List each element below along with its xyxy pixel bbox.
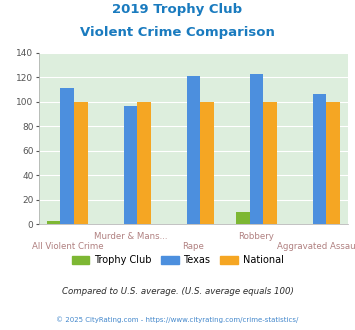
Bar xyxy=(263,102,277,224)
Bar xyxy=(60,88,74,224)
Bar xyxy=(313,94,327,224)
Text: Compared to U.S. average. (U.S. average equals 100): Compared to U.S. average. (U.S. average … xyxy=(61,287,294,296)
Text: Violent Crime Comparison: Violent Crime Comparison xyxy=(80,26,275,39)
Bar xyxy=(327,102,340,224)
Text: All Violent Crime: All Violent Crime xyxy=(32,242,103,250)
Legend: Trophy Club, Texas, National: Trophy Club, Texas, National xyxy=(68,251,287,269)
Text: Aggravated Assault: Aggravated Assault xyxy=(277,242,355,250)
Text: Murder & Mans...: Murder & Mans... xyxy=(94,232,167,241)
Bar xyxy=(236,212,250,224)
Bar xyxy=(74,102,88,224)
Bar xyxy=(47,221,60,224)
Bar xyxy=(250,74,263,224)
Bar xyxy=(137,102,151,224)
Text: Robbery: Robbery xyxy=(239,232,274,241)
Bar xyxy=(186,76,201,224)
Text: Rape: Rape xyxy=(182,242,204,250)
Bar xyxy=(124,106,137,224)
Text: © 2025 CityRating.com - https://www.cityrating.com/crime-statistics/: © 2025 CityRating.com - https://www.city… xyxy=(56,317,299,323)
Bar xyxy=(201,102,214,224)
Text: 2019 Trophy Club: 2019 Trophy Club xyxy=(113,3,242,16)
